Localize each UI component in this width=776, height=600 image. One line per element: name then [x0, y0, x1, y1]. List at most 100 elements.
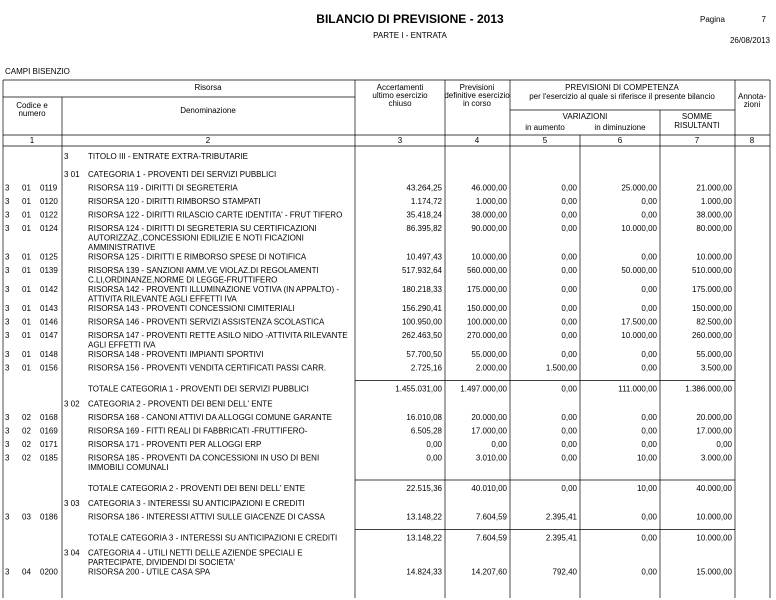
code: 01	[22, 304, 31, 313]
code: 01	[22, 318, 31, 327]
amount: 0,00	[561, 331, 577, 340]
code: 0125	[40, 253, 58, 262]
code: 3	[5, 454, 10, 463]
code: 0120	[40, 197, 58, 206]
amount: 1.386.000,00	[685, 385, 732, 394]
code: 0124	[40, 224, 58, 233]
code: 3	[5, 184, 10, 193]
amount: 0,00	[641, 253, 657, 262]
risorsa-name: RISORSA 185 - PROVENTI DA CONCESSIONI IN…	[88, 454, 319, 463]
amount: 1.174,72	[411, 197, 443, 206]
code: 0142	[40, 285, 58, 294]
amount: 0,00	[561, 184, 577, 193]
column-number: 2	[206, 136, 211, 145]
amount: 2.725,16	[411, 364, 443, 373]
amount: 0,00	[561, 440, 577, 449]
risorsa-name: AMMINISTRATIVE	[88, 243, 155, 252]
amount: 0,00	[491, 440, 507, 449]
amount: 3.010,00	[476, 454, 508, 463]
code: 0119	[40, 184, 58, 193]
amount: 270.000,00	[467, 331, 508, 340]
code: 0171	[40, 440, 58, 449]
section-title: CATEGORIA 3 - INTERESSI SU ANTICIPAZIONI…	[88, 499, 305, 508]
column-number: 3	[398, 136, 403, 145]
head-risorsa: Risorsa	[194, 83, 222, 92]
amount: 25.000,00	[621, 184, 657, 193]
code: 01	[22, 197, 31, 206]
head-diminuzione: in diminuzione	[594, 123, 646, 132]
code: 01	[22, 364, 31, 373]
amount: 50.000,00	[621, 266, 657, 275]
amount: 150.000,00	[692, 304, 733, 313]
code: 02	[22, 413, 31, 422]
amount: 10,00	[637, 454, 658, 463]
risorsa-name: RISORSA 143 - PROVENTI CONCESSIONI CIMIT…	[88, 304, 295, 313]
amount: 7.604,59	[476, 513, 508, 522]
code: 01	[22, 224, 31, 233]
amount: 0,00	[561, 427, 577, 436]
amount: 20.000,00	[471, 413, 507, 422]
column-number: 7	[695, 136, 700, 145]
code: 3	[5, 440, 10, 449]
amount: 17.500,00	[621, 318, 657, 327]
code: 3	[5, 211, 10, 220]
amount: 0,00	[426, 454, 442, 463]
amount: 0,00	[641, 513, 657, 522]
amount: 40.010,00	[471, 484, 507, 493]
amount: 90.000,00	[471, 224, 507, 233]
risorsa-name: RISORSA 142 - PROVENTI ILLUMINAZIONE VOT…	[88, 285, 339, 294]
amount: 55.000,00	[696, 350, 732, 359]
code: 0148	[40, 350, 58, 359]
code: 3	[5, 350, 10, 359]
code: 3	[5, 568, 10, 577]
code: 3	[5, 285, 10, 294]
code: 3	[5, 331, 10, 340]
head-variazioni: VARIAZIONI	[563, 112, 608, 121]
risorsa-name: RISORSA 122 - DIRITTI RILASCIO CARTE IDE…	[88, 211, 342, 220]
section-code: 3 03	[64, 499, 80, 508]
amount: 10.000,00	[696, 534, 732, 543]
code: 01	[22, 350, 31, 359]
amount: 38.000,00	[696, 211, 732, 220]
amount: 1.000,00	[701, 197, 733, 206]
amount: 0,00	[561, 266, 577, 275]
amount: 0,00	[641, 197, 657, 206]
amount: 175.000,00	[692, 285, 733, 294]
risorsa-name: RISORSA 124 - DIRITTI DI SEGRETERIA SU C…	[88, 224, 317, 233]
risorsa-name: RISORSA 200 - UTILE CASA SPA	[88, 568, 211, 577]
amount: 14.824,33	[406, 568, 442, 577]
amount: 0,00	[641, 568, 657, 577]
code: 0200	[40, 568, 58, 577]
page-label: Pagina	[700, 15, 725, 24]
code: 0147	[40, 331, 58, 340]
section-code: 3	[64, 152, 69, 161]
amount: 0,00	[561, 350, 577, 359]
amount: 2.000,00	[476, 364, 508, 373]
amount: 175.000,00	[467, 285, 508, 294]
amount: 10.000,00	[471, 253, 507, 262]
amount: 0,00	[561, 253, 577, 262]
amount: 20.000,00	[696, 413, 732, 422]
page-number: 7	[762, 15, 767, 24]
risorsa-name: RISORSA 120 - DIRITTI RIMBORSO STAMPATI	[88, 197, 260, 206]
amount: 180.218,33	[402, 285, 443, 294]
amount: 0,00	[641, 211, 657, 220]
amount: 13.148,22	[406, 534, 442, 543]
risorsa-name: RISORSA 119 - DIRITTI DI SEGRETERIA	[88, 184, 238, 193]
amount: 10.000,00	[621, 224, 657, 233]
code: 01	[22, 211, 31, 220]
code: 3	[5, 224, 10, 233]
risorsa-name: RISORSA 186 - INTERESSI ATTIVI SULLE GIA…	[88, 513, 325, 522]
column-number: 6	[618, 136, 623, 145]
risorsa-name: RISORSA 169 - FITTI REALI DI FABBRICATI …	[88, 427, 308, 436]
risorsa-name: RISORSA 147 - PROVENTI RETTE ASILO NIDO …	[88, 331, 348, 340]
section-code: 3 04	[64, 549, 80, 558]
risorsa-name: RISORSA 139 - SANZIONI AMM.VE VIOLAZ.DI …	[88, 266, 319, 275]
section-title: CATEGORIA 1 - PROVENTI DEI SERVIZI PUBBL…	[88, 170, 276, 179]
amount: 80.000,00	[696, 224, 732, 233]
head-competenza: PREVISIONI DI COMPETENZA	[565, 83, 679, 92]
head-somme: SOMME	[682, 112, 712, 121]
head-somme: RISULTANTI	[674, 121, 719, 130]
